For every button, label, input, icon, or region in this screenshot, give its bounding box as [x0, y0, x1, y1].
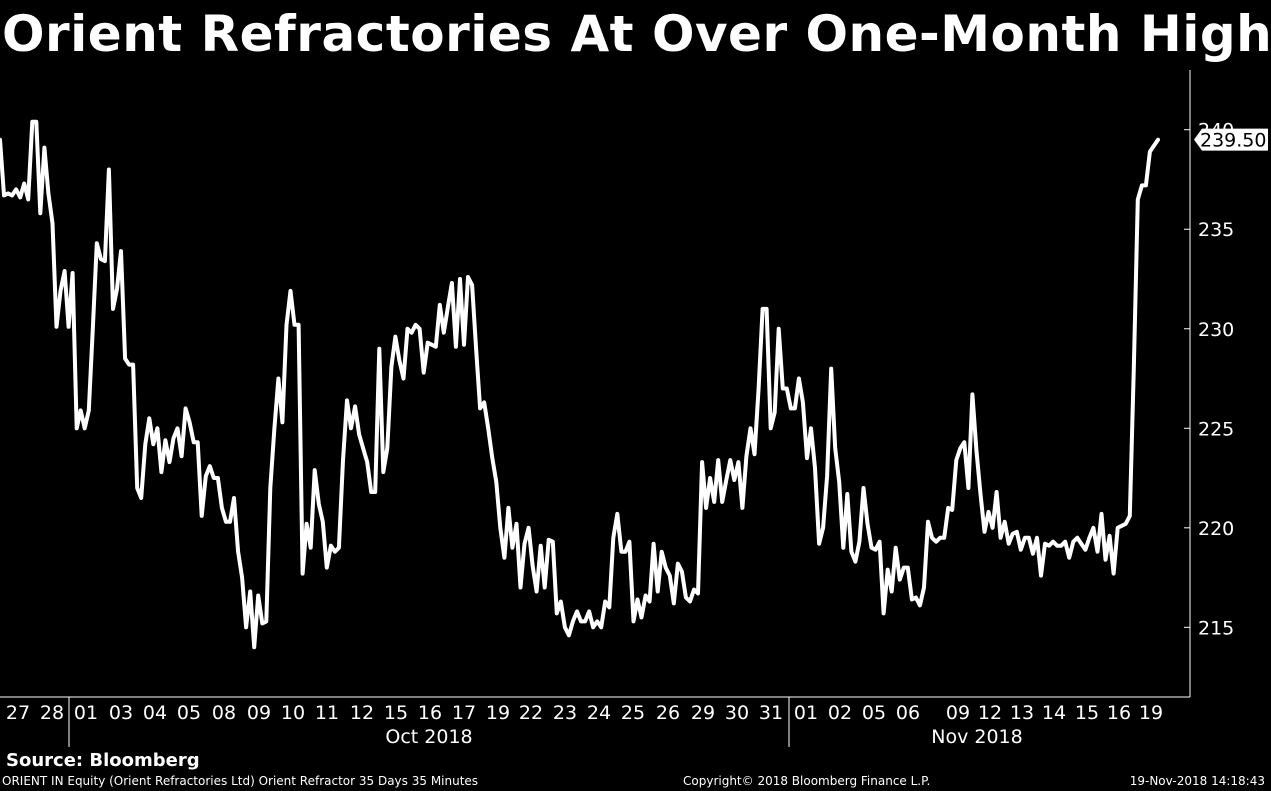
x-tick-label: 06 [896, 702, 920, 724]
x-tick-label: 13 [1010, 702, 1034, 724]
y-tick-label: 220 [1198, 518, 1234, 540]
x-tick-label: 26 [656, 702, 680, 724]
chart-title: Orient Refractories At Over One-Month Hi… [2, 5, 1271, 63]
x-tick-label: 29 [691, 702, 715, 724]
x-tick-label: 12 [350, 702, 374, 724]
x-tick-label: 30 [725, 702, 749, 724]
x-tick-label: 10 [281, 702, 305, 724]
last-value-flag [1194, 128, 1268, 151]
x-tick-label: 25 [621, 702, 645, 724]
source-label: Source: Bloomberg [6, 750, 200, 771]
plot-area: 239.50 [0, 119, 1268, 650]
x-month-label: Oct 2018 [385, 726, 472, 748]
x-tick-label: 16 [418, 702, 442, 724]
x-tick-label: 19 [1139, 702, 1163, 724]
y-tick-label: 235 [1198, 219, 1234, 241]
x-tick-label: 31 [759, 702, 783, 724]
x-tick-label: 27 [6, 702, 30, 724]
timestamp: 19-Nov-2018 14:18:43 [1129, 774, 1265, 788]
x-month-label: Nov 2018 [931, 726, 1022, 748]
x-tick-label: 01 [74, 702, 98, 724]
x-tick-label: 28 [40, 702, 64, 724]
x-tick-label: 19 [486, 702, 510, 724]
x-tick-label: 01 [794, 702, 818, 724]
x-tick-label: 15 [1075, 702, 1099, 724]
price-series-line [0, 119, 1160, 650]
x-tick-label: 09 [946, 702, 970, 724]
last-value-label: 239.50 [1200, 130, 1266, 152]
x-tick-label: 15 [384, 702, 408, 724]
x-tick-label: 09 [247, 702, 271, 724]
x-tick-label: 12 [978, 702, 1002, 724]
x-tick-label: 16 [1107, 702, 1131, 724]
x-tick-label: 08 [212, 702, 236, 724]
x-tick-label: 23 [553, 702, 577, 724]
y-tick-label: 225 [1198, 418, 1234, 440]
y-tick-label: 215 [1198, 617, 1234, 639]
security-description: ORIENT IN Equity (Orient Refractories Lt… [2, 774, 479, 788]
x-tick-label: 11 [315, 702, 339, 724]
axes: 2152202252302352402728010304050809101112… [0, 70, 1234, 748]
x-tick-label: 04 [143, 702, 167, 724]
x-tick-label: 14 [1042, 702, 1066, 724]
x-tick-label: 05 [177, 702, 201, 724]
copyright-notice: Copyright© 2018 Bloomberg Finance L.P. [683, 774, 931, 788]
x-tick-label: 17 [452, 702, 476, 724]
x-tick-label: 24 [587, 702, 611, 724]
x-tick-label: 02 [828, 702, 852, 724]
y-tick-label: 230 [1198, 319, 1234, 341]
x-tick-label: 03 [109, 702, 133, 724]
x-tick-label: 05 [862, 702, 886, 724]
x-tick-label: 22 [519, 702, 543, 724]
